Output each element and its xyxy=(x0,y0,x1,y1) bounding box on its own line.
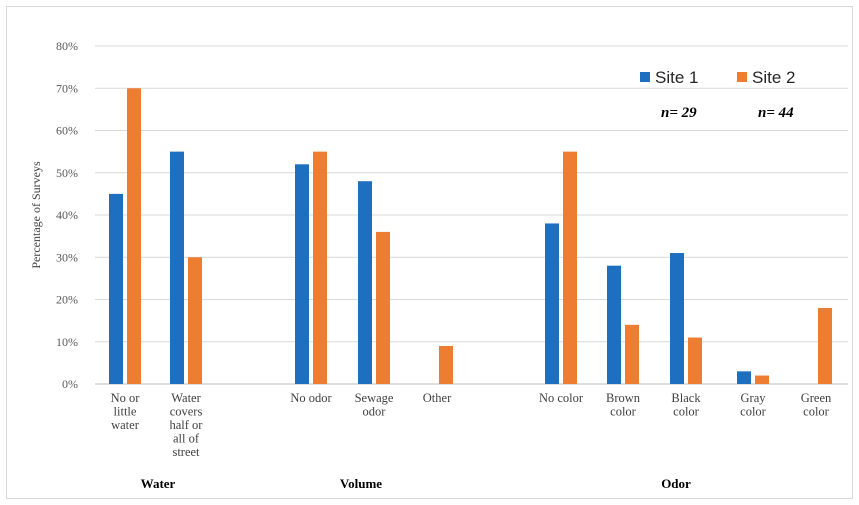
x-axis-group-labels: Water Volume Odor xyxy=(141,476,691,491)
y-tick-label: 40% xyxy=(56,208,78,222)
x-tick-label: Gray color xyxy=(740,391,767,419)
bar-site-2 xyxy=(313,151,327,384)
legend-label-site-2: Site 2 xyxy=(752,68,795,87)
y-axis-ticks: 0% 10% 20% 30% 40% 50% 60% 70% 80% xyxy=(56,39,78,391)
legend-label-site-1: Site 1 xyxy=(655,68,698,87)
y-tick-label: 70% xyxy=(56,81,78,95)
n-label-site-1: n= 29 xyxy=(661,105,697,121)
bar-site-1 xyxy=(358,181,372,384)
legend: Site 1 Site 2 n= 29 n= 44 xyxy=(640,68,795,121)
bar-site-2 xyxy=(188,257,202,384)
x-tick-label: No odor xyxy=(290,391,332,405)
y-tick-label: 10% xyxy=(56,335,78,349)
bar-site-1 xyxy=(109,193,123,384)
bar-site-2 xyxy=(376,231,390,384)
bar-site-1 xyxy=(170,151,184,384)
y-tick-label: 80% xyxy=(56,39,78,53)
x-tick-label: Other xyxy=(423,391,452,405)
x-axis-category-labels: No or little water Water covers half or all of… xyxy=(111,391,832,459)
bar-site-1 xyxy=(545,223,559,384)
bars xyxy=(109,88,832,384)
bar-site-1 xyxy=(295,164,309,384)
bar-site-1 xyxy=(607,265,621,384)
x-tick-label: Black color xyxy=(671,391,701,419)
bar-site-1 xyxy=(737,371,751,384)
bar-site-2 xyxy=(755,375,769,384)
bar-site-2 xyxy=(818,307,832,384)
x-tick-label: Green color xyxy=(801,391,832,419)
bar-site-1 xyxy=(670,253,684,384)
x-tick-label: Sewage odor xyxy=(355,391,394,419)
bar-site-2 xyxy=(688,337,702,384)
x-tick-label: Water covers half or all of street xyxy=(170,391,204,459)
y-tick-label: 60% xyxy=(56,124,78,138)
y-axis-label: Percentage of Surveys xyxy=(29,161,43,269)
x-group-label: Odor xyxy=(661,476,691,491)
bar-site-2 xyxy=(625,324,639,384)
x-group-label: Volume xyxy=(340,476,382,491)
x-tick-label: Brown color xyxy=(606,391,641,419)
y-tick-label: 30% xyxy=(56,250,78,264)
legend-swatch-site-1 xyxy=(640,72,650,82)
y-tick-label: 0% xyxy=(62,377,78,391)
x-tick-label: No color xyxy=(539,391,584,405)
x-tick-label: No or little water xyxy=(111,391,141,432)
y-tick-label: 50% xyxy=(56,166,78,180)
x-group-label: Water xyxy=(141,476,176,491)
gridlines xyxy=(95,45,848,343)
legend-swatch-site-2 xyxy=(737,72,747,82)
bar-site-2 xyxy=(439,345,453,384)
y-tick-label: 20% xyxy=(56,293,78,307)
bar-site-2 xyxy=(127,88,141,384)
bar-site-2 xyxy=(563,151,577,384)
n-label-site-2: n= 44 xyxy=(758,105,794,121)
